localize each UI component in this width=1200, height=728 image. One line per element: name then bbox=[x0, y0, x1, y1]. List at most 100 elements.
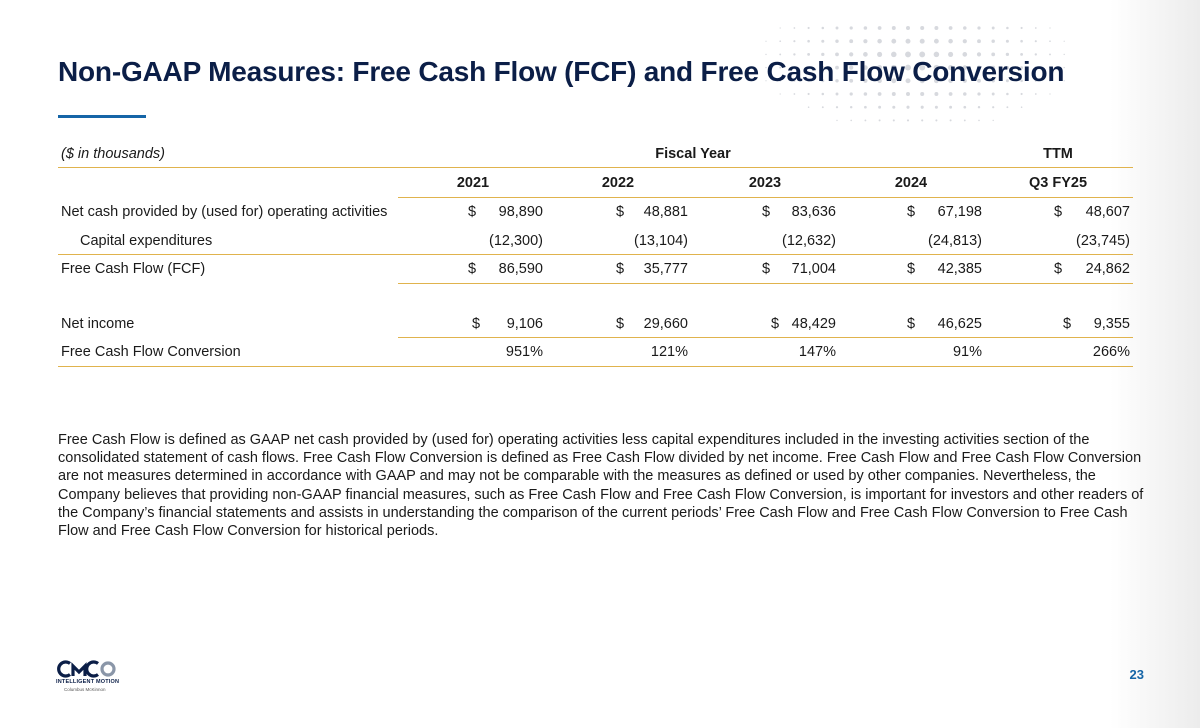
row-label: Net income bbox=[61, 315, 135, 332]
pattern-dot bbox=[807, 79, 810, 83]
dollar-sign: $ bbox=[762, 204, 771, 221]
dollar-sign: $ bbox=[472, 315, 481, 332]
pattern-dot bbox=[978, 119, 980, 122]
cmco-logo bbox=[57, 660, 116, 678]
pattern-dot bbox=[1020, 66, 1024, 70]
right-edge-shade bbox=[1110, 0, 1200, 728]
pattern-dot bbox=[821, 106, 824, 109]
pattern-dot bbox=[807, 66, 811, 70]
row-label: Free Cash Flow (FCF) bbox=[61, 261, 206, 278]
pattern-dot bbox=[891, 92, 896, 96]
pattern-dot bbox=[905, 78, 911, 84]
row-label: Free Cash Flow Conversion bbox=[61, 344, 241, 361]
pattern-dot bbox=[807, 39, 810, 43]
dollar-sign: $ bbox=[771, 315, 780, 332]
pattern-dot bbox=[835, 52, 839, 57]
pattern-dot bbox=[793, 79, 796, 82]
table-row-capex: Capital expenditures (12,300) (13,104) (… bbox=[58, 227, 1133, 255]
pattern-dot bbox=[920, 25, 925, 31]
page-number: 23 bbox=[1129, 667, 1144, 682]
pattern-dot bbox=[835, 92, 839, 96]
dollar-sign: $ bbox=[468, 204, 477, 221]
pattern-dot bbox=[1063, 40, 1065, 42]
pattern-dot bbox=[962, 65, 968, 70]
table-row-operating: Net cash provided by (used for) operatin… bbox=[58, 198, 1133, 227]
pattern-dot bbox=[905, 64, 911, 71]
pattern-dot bbox=[977, 78, 981, 83]
value-2024: 67,198 bbox=[937, 204, 982, 221]
pattern-dot bbox=[963, 119, 966, 122]
pattern-dot bbox=[935, 119, 938, 122]
pattern-dot bbox=[1005, 52, 1010, 57]
pattern-dot bbox=[863, 78, 868, 83]
pattern-dot bbox=[807, 92, 810, 96]
pattern-dot bbox=[1049, 27, 1051, 29]
pattern-dot bbox=[821, 65, 825, 70]
pattern-dot bbox=[891, 78, 897, 84]
pattern-dot bbox=[1034, 53, 1037, 56]
value-2021: 86,590 bbox=[498, 261, 543, 278]
value-2022: 35,777 bbox=[643, 261, 688, 278]
value-q3fy25: 24,862 bbox=[1085, 261, 1130, 278]
pattern-dot bbox=[1020, 92, 1023, 96]
conversion-underline bbox=[58, 365, 1133, 367]
pattern-dot bbox=[963, 105, 967, 109]
pattern-dot bbox=[1020, 52, 1024, 56]
row-label: Net cash provided by (used for) operatin… bbox=[61, 204, 388, 221]
pattern-dot bbox=[976, 65, 982, 70]
pattern-dot bbox=[1049, 66, 1051, 69]
pattern-dot bbox=[905, 38, 911, 44]
pattern-dot bbox=[793, 53, 796, 56]
pattern-dot bbox=[1034, 93, 1037, 95]
value-2024: 42,385 bbox=[937, 261, 982, 278]
fcf-definition-note: Free Cash Flow is defined as GAAP net ca… bbox=[58, 432, 1144, 540]
pattern-dot bbox=[891, 26, 896, 30]
value-2023: 71,004 bbox=[791, 261, 836, 278]
dollar-sign: $ bbox=[616, 204, 625, 221]
dollar-sign: $ bbox=[907, 261, 916, 278]
pattern-dot bbox=[1020, 106, 1023, 108]
pattern-dot bbox=[779, 27, 781, 29]
pattern-dot bbox=[849, 65, 854, 70]
pattern-dot bbox=[863, 26, 868, 30]
pattern-dot bbox=[821, 39, 825, 43]
pattern-dot bbox=[849, 52, 854, 57]
pattern-dot bbox=[807, 52, 811, 56]
pattern-dot bbox=[891, 51, 897, 58]
pattern-dot bbox=[934, 105, 938, 109]
pattern-dot bbox=[948, 51, 954, 57]
header-underline bbox=[398, 197, 1133, 198]
pattern-dot bbox=[877, 78, 882, 84]
value-q3fy25: 266% bbox=[1092, 344, 1130, 361]
dollar-sign: $ bbox=[1054, 261, 1063, 278]
pattern-dot bbox=[919, 64, 926, 71]
pattern-dot bbox=[849, 26, 853, 30]
pattern-dot bbox=[991, 52, 996, 57]
dollar-sign: $ bbox=[762, 261, 771, 278]
pattern-dot bbox=[919, 51, 926, 58]
pattern-dot bbox=[976, 52, 982, 57]
pattern-dot bbox=[977, 92, 981, 96]
pattern-dot bbox=[892, 105, 896, 109]
decorative-dot-pattern bbox=[765, 25, 1065, 122]
pattern-dot bbox=[877, 65, 883, 71]
pattern-dot bbox=[835, 26, 839, 30]
col-header-q3fy25: Q3 FY25 bbox=[1028, 175, 1088, 191]
pattern-dot bbox=[877, 92, 882, 96]
pattern-dot bbox=[863, 52, 868, 57]
pattern-dot bbox=[892, 119, 895, 122]
financial-table: ($ in thousands) Fiscal Year TTM 2021 20… bbox=[58, 140, 1133, 367]
value-2021: 951% bbox=[505, 344, 543, 361]
value-2023: 83,636 bbox=[791, 204, 836, 221]
pattern-dot bbox=[891, 64, 897, 71]
pattern-dot bbox=[878, 105, 882, 109]
dollar-sign: $ bbox=[907, 204, 916, 221]
value-2023: (12,632) bbox=[781, 232, 836, 249]
pattern-dot bbox=[962, 52, 968, 57]
net-income-underline bbox=[398, 337, 1133, 338]
value-2021: 9,106 bbox=[506, 315, 543, 332]
table-group-header-row: ($ in thousands) Fiscal Year TTM bbox=[58, 140, 1133, 168]
pattern-dot bbox=[962, 78, 967, 83]
value-2022: (13,104) bbox=[633, 232, 688, 249]
pattern-dot bbox=[878, 119, 881, 122]
